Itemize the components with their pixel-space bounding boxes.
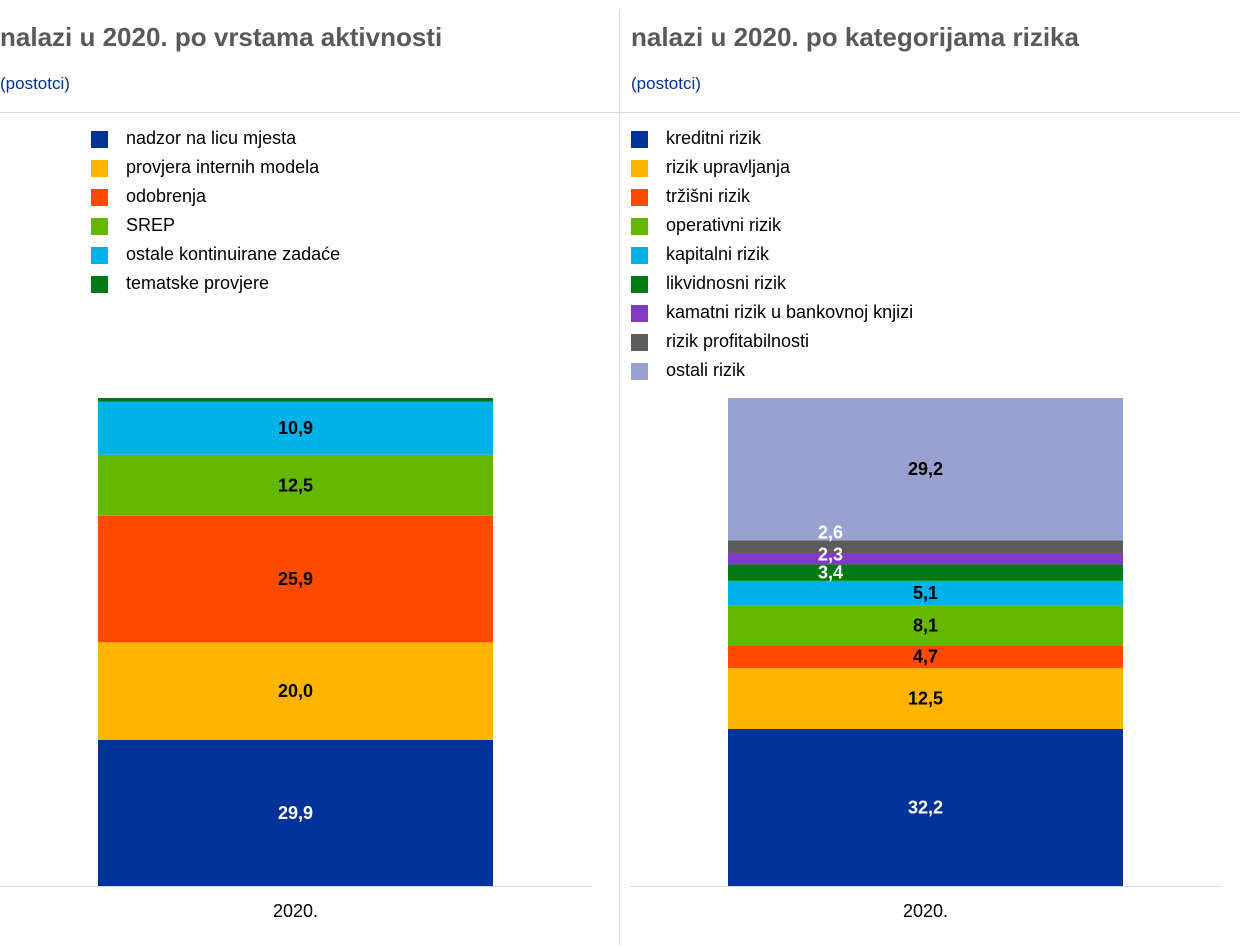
bar-segment	[98, 454, 493, 516]
legend-swatch	[631, 363, 648, 380]
bar-segment	[728, 645, 1123, 669]
data-label: 4,7	[913, 647, 938, 667]
data-label: 29,2	[908, 459, 943, 479]
legend-swatch	[631, 218, 648, 235]
legend-swatch	[91, 160, 108, 177]
legend-label: nadzor na licu mjesta	[126, 128, 297, 148]
legend-label: operativni rizik	[666, 215, 782, 235]
data-label: 5,1	[913, 583, 938, 603]
data-label: 32,2	[908, 798, 943, 818]
bar-segment	[98, 401, 493, 455]
legend-swatch	[631, 276, 648, 293]
chart-subtitle: (postotci)	[0, 74, 70, 93]
chart-title: nalazi u 2020. po kategorijama rizika	[631, 22, 1079, 52]
legend-label: SREP	[126, 215, 176, 235]
legend-label: ostale kontinuirane zadaće	[126, 244, 341, 264]
legend-label: tematske provjere	[126, 273, 270, 293]
legend-swatch	[91, 131, 108, 148]
data-label: 20,0	[278, 681, 313, 701]
legend-label: kapitalni rizik	[666, 244, 770, 264]
chart-title: nalazi u 2020. po vrstama aktivnosti	[0, 22, 443, 52]
panel-divider	[619, 10, 620, 945]
legend-label: provjera internih modela	[126, 157, 320, 177]
data-label: 12,5	[278, 475, 313, 495]
bar-segment	[98, 642, 493, 740]
bar-segment	[98, 739, 493, 886]
legend-swatch	[631, 305, 648, 322]
bar-segment	[98, 515, 493, 643]
legend-swatch	[631, 131, 648, 148]
stacked-bar-chart: 29,9 20,0 25,9 12,5 10,9 0,72 2020.	[0, 376, 592, 921]
legend-swatch	[631, 247, 648, 264]
data-label: 25,9	[278, 569, 313, 589]
data-label: 2,3	[818, 545, 843, 565]
bar-segment	[728, 553, 1123, 565]
bar-segment	[728, 580, 1123, 606]
data-label: 2,6	[818, 523, 843, 543]
legend-label: rizik profitabilnosti	[666, 331, 810, 351]
legend-label: tržišni rizik	[666, 186, 750, 206]
header-divider	[620, 112, 1240, 113]
bar-segment	[728, 729, 1123, 886]
legend-swatch	[631, 189, 648, 206]
bar-segment	[728, 398, 1123, 541]
legend-label: odobrenja	[126, 186, 207, 206]
legend-swatch	[631, 334, 648, 351]
legend-swatch	[91, 189, 108, 206]
data-label: 8,1	[913, 615, 938, 635]
legend-label: ostali rizik	[666, 360, 746, 380]
x-tick-label: 2020.	[273, 901, 318, 921]
bar-segment	[728, 564, 1123, 581]
x-tick-label: 2020.	[903, 901, 948, 921]
data-label: 10,9	[278, 418, 313, 438]
bar-segment	[728, 540, 1123, 554]
legend-label: likvidnosni rizik	[666, 273, 787, 293]
bar-segment	[98, 398, 493, 402]
data-label: 12,5	[908, 689, 943, 709]
legend-label: kreditni rizik	[666, 128, 762, 148]
data-label: 3,4	[818, 563, 843, 583]
data-label: 0,72	[168, 376, 203, 396]
legend-swatch	[91, 247, 108, 264]
chart-panel-activities: nalazi u 2020. po vrstama aktivnosti (po…	[0, 22, 620, 921]
stacked-bar-chart: 32,2 12,5 4,7 8,1 5,1 3,42,32,6 29,2 2020.	[630, 398, 1222, 921]
legend-label: rizik upravljanja	[666, 157, 791, 177]
chart-subtitle: (postotci)	[631, 74, 701, 93]
legend-swatch	[91, 218, 108, 235]
legend-swatch	[91, 276, 108, 293]
data-label: 29,9	[278, 803, 313, 823]
bar-segment	[728, 605, 1123, 646]
bar-segment	[728, 668, 1123, 730]
legend-label: kamatni rizik u bankovnoj knjizi	[666, 302, 914, 322]
chart-panel-risk-categories: nalazi u 2020. po kategorijama rizika (p…	[620, 0, 1240, 949]
header-divider	[0, 112, 620, 113]
legend-swatch	[631, 160, 648, 177]
